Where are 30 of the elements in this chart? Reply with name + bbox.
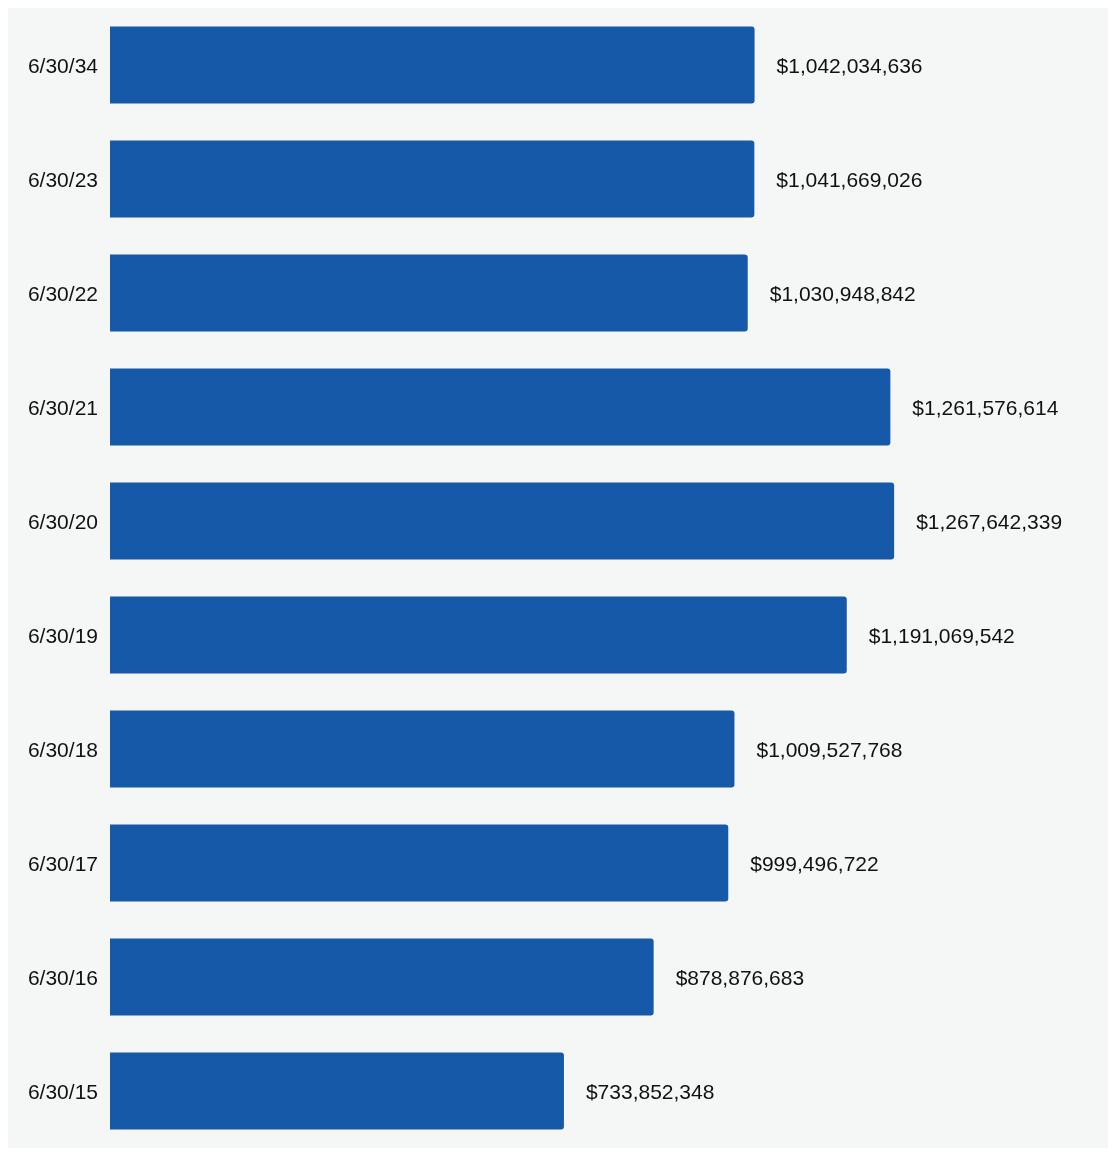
y-tick-label: 6/30/22 (27, 281, 98, 305)
data-label: $733,852,348 (585, 1079, 715, 1103)
y-tick-label: 6/30/34 (27, 53, 99, 77)
bar (110, 368, 891, 446)
bar (110, 824, 729, 902)
data-label: $1,009,527,768 (756, 737, 903, 761)
y-tick-label: 6/30/18 (27, 737, 98, 761)
y-tick-label: 6/30/19 (27, 623, 98, 647)
data-label: $1,030,948,842 (769, 281, 916, 305)
y-tick-label: 6/30/21 (27, 395, 98, 419)
bar (110, 140, 755, 218)
bar (110, 482, 895, 560)
data-label: $1,042,034,636 (776, 53, 923, 77)
data-label: $1,191,069,542 (868, 623, 1015, 647)
bar (110, 1052, 564, 1130)
bar (110, 254, 748, 332)
bar (110, 710, 735, 788)
y-tick-label: 6/30/15 (27, 1079, 98, 1103)
y-tick-label: 6/30/16 (27, 965, 98, 989)
data-label: $999,496,722 (750, 851, 879, 875)
y-tick-label: 6/30/20 (27, 509, 98, 533)
bar (110, 938, 654, 1016)
y-tick-label: 6/30/23 (27, 167, 98, 191)
y-tick-label: 6/30/17 (27, 851, 98, 875)
data-label: $878,876,683 (675, 965, 805, 989)
data-label: $1,041,669,026 (776, 167, 923, 191)
bar (110, 596, 847, 674)
data-label: $1,267,642,339 (916, 509, 1063, 533)
bar (110, 26, 755, 104)
data-label: $1,261,576,614 (912, 395, 1059, 419)
